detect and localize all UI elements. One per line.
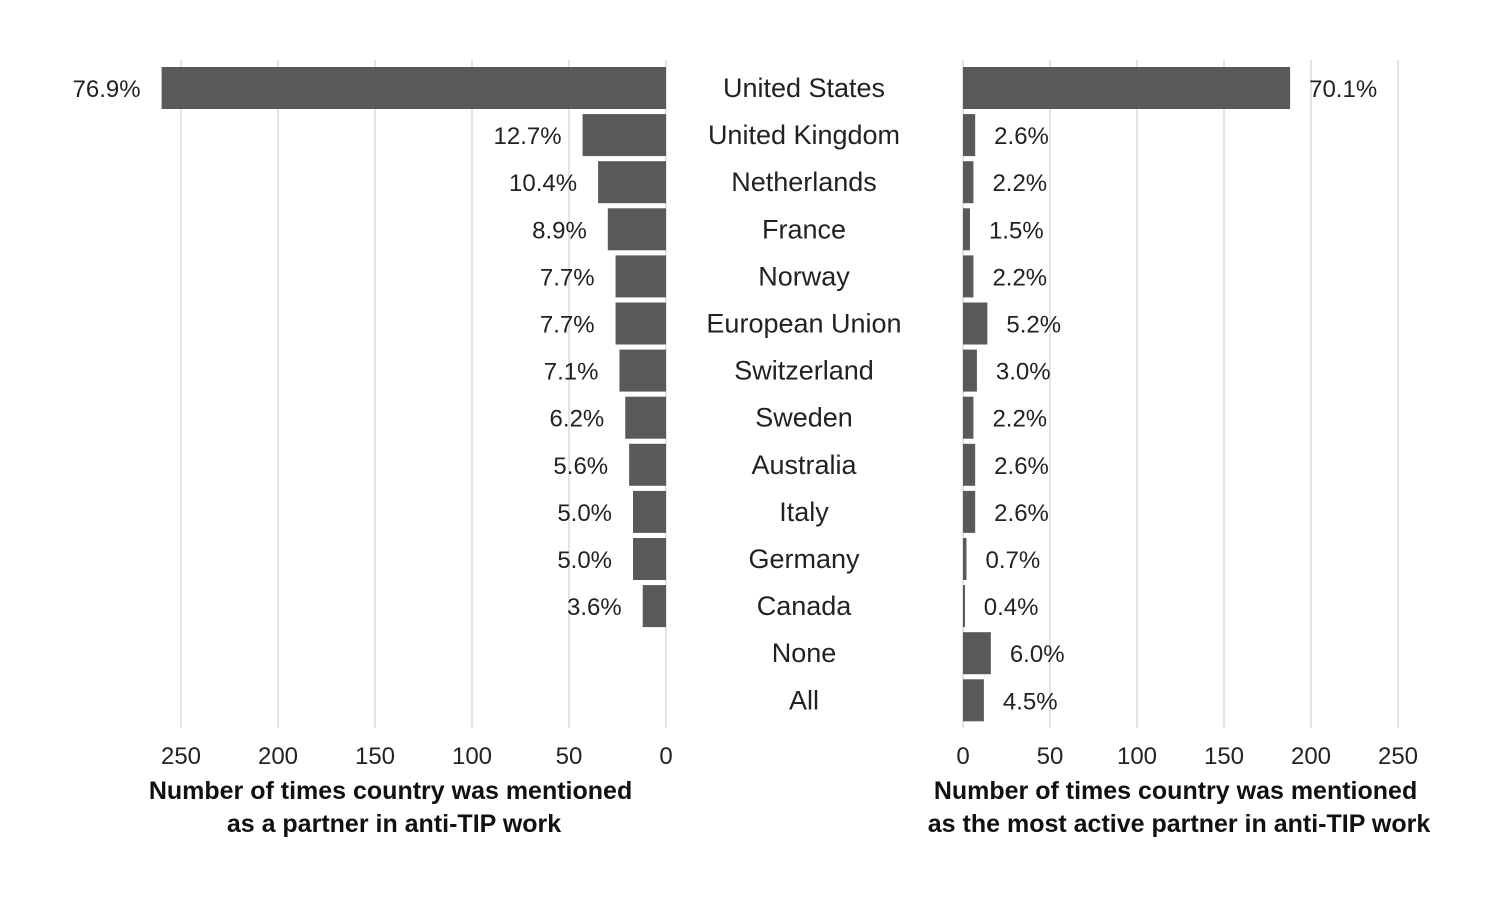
- category-label-12: None: [772, 638, 837, 668]
- left-bar-label-3: 8.9%: [532, 217, 587, 244]
- right-tick-label-4: 200: [1291, 743, 1331, 770]
- left-tick-label-1: 200: [258, 743, 298, 770]
- right-bar-7: [963, 396, 974, 439]
- right-bar-label-11: 0.4%: [984, 594, 1039, 621]
- right-bar-label-7: 2.2%: [992, 406, 1047, 433]
- right-axis-ticks: 0 50 100 150 200 250: [956, 743, 1418, 770]
- right-bar-label-3: 1.5%: [989, 217, 1044, 244]
- category-label-8: Australia: [751, 450, 857, 480]
- right-bar-label-9: 2.6%: [994, 500, 1049, 527]
- left-bar-0: [161, 67, 666, 109]
- left-bar-8: [629, 443, 666, 486]
- left-tick-label-5: 0: [659, 743, 672, 770]
- left-axis-title-line-1: Number of times country was mentioned: [149, 777, 632, 805]
- category-label-3: France: [762, 214, 846, 244]
- category-label-6: Switzerland: [734, 356, 874, 386]
- category-label-4: Norway: [758, 261, 850, 291]
- right-bar-label-2: 2.2%: [992, 170, 1047, 197]
- category-label-7: Sweden: [755, 403, 853, 433]
- left-axis-title-line-2: as a partner in anti-TIP work: [227, 810, 561, 838]
- right-bar-label-13: 4.5%: [1003, 688, 1058, 715]
- category-labels: United States United Kingdom Netherlands Fr…: [706, 73, 901, 715]
- right-bar-11: [963, 585, 965, 628]
- left-bar-7: [625, 396, 666, 439]
- left-bar-4: [615, 255, 666, 298]
- left-bar-label-1: 12.7%: [494, 123, 562, 150]
- right-tick-label-3: 150: [1204, 743, 1244, 770]
- category-label-0: United States: [723, 73, 885, 103]
- left-bar-label-6: 7.1%: [544, 359, 599, 386]
- right-bar-6: [963, 349, 977, 392]
- right-bar-3: [963, 208, 970, 251]
- right-bar-label-8: 2.6%: [994, 453, 1049, 480]
- category-label-5: European Union: [706, 309, 901, 339]
- right-bar-1: [963, 114, 976, 157]
- right-bars: 70.1% 2.6% 2.2% 1.5% 2.2% 5.2% 3.0% 2.2% 2.6% 2.6…: [963, 67, 1377, 722]
- right-bar-9: [963, 490, 976, 533]
- left-tick-label-0: 250: [161, 743, 201, 770]
- right-bar-label-0: 70.1%: [1309, 76, 1377, 103]
- right-tick-label-2: 100: [1117, 743, 1157, 770]
- right-bar-label-10: 0.7%: [985, 547, 1040, 574]
- left-bar-label-8: 5.6%: [553, 453, 608, 480]
- left-tick-label-3: 100: [452, 743, 492, 770]
- left-axis-ticks: 250 200 150 100 50 0: [161, 743, 673, 770]
- left-bar-label-11: 3.6%: [567, 594, 622, 621]
- left-bar-6: [619, 349, 666, 392]
- left-bar-label-7: 6.2%: [550, 406, 605, 433]
- left-bar-label-5: 7.7%: [540, 312, 595, 339]
- right-gridlines: [962, 60, 1399, 728]
- left-tick-label-4: 50: [556, 743, 583, 770]
- category-label-11: Canada: [757, 591, 853, 621]
- right-bar-label-12: 6.0%: [1010, 641, 1065, 668]
- left-bar-label-9: 5.0%: [557, 500, 612, 527]
- left-bar-9: [633, 490, 666, 533]
- left-bars: 76.9% 12.7% 10.4% 8.9% 7.7% 7.7% 7.1% 6.2% 5.6% 5…: [73, 67, 666, 628]
- right-tick-label-5: 250: [1378, 743, 1418, 770]
- right-bar-2: [963, 161, 974, 204]
- right-bar-4: [963, 255, 974, 298]
- right-bar-13: [963, 679, 984, 722]
- right-bar-label-6: 3.0%: [996, 359, 1051, 386]
- category-label-13: All: [789, 685, 819, 715]
- left-axis-title: Number of times country was mentioned as…: [149, 777, 639, 838]
- left-gridlines: [180, 60, 667, 728]
- category-label-1: United Kingdom: [708, 120, 900, 150]
- left-bar-5: [615, 302, 666, 345]
- category-label-9: Italy: [779, 497, 829, 527]
- right-tick-label-1: 50: [1037, 743, 1064, 770]
- left-bar-11: [642, 585, 666, 628]
- right-axis-title-line-2: as the most active partner in anti-TIP w…: [928, 810, 1431, 838]
- right-bar-10: [963, 538, 967, 580]
- right-tick-label-0: 0: [956, 743, 969, 770]
- right-bar-label-1: 2.6%: [994, 123, 1049, 150]
- left-bar-label-10: 5.0%: [557, 547, 612, 574]
- left-bar-10: [633, 538, 666, 580]
- left-bar-label-2: 10.4%: [509, 170, 577, 197]
- left-bar-label-4: 7.7%: [540, 264, 595, 291]
- category-label-10: Germany: [748, 544, 860, 574]
- left-tick-label-2: 150: [355, 743, 395, 770]
- left-bar-2: [598, 161, 666, 204]
- right-axis-title: Number of times country was mentioned as…: [928, 777, 1431, 838]
- left-bar-1: [582, 114, 666, 157]
- right-bar-label-5: 5.2%: [1006, 312, 1061, 339]
- right-bar-label-4: 2.2%: [992, 264, 1047, 291]
- right-bar-12: [963, 632, 991, 675]
- right-bar-0: [963, 67, 1291, 109]
- left-bar-label-0: 76.9%: [73, 76, 141, 103]
- right-axis-title-line-1: Number of times country was mentioned: [934, 777, 1417, 805]
- left-bar-3: [607, 208, 666, 251]
- right-bar-5: [963, 302, 988, 345]
- category-label-2: Netherlands: [731, 167, 877, 197]
- right-bar-8: [963, 443, 976, 486]
